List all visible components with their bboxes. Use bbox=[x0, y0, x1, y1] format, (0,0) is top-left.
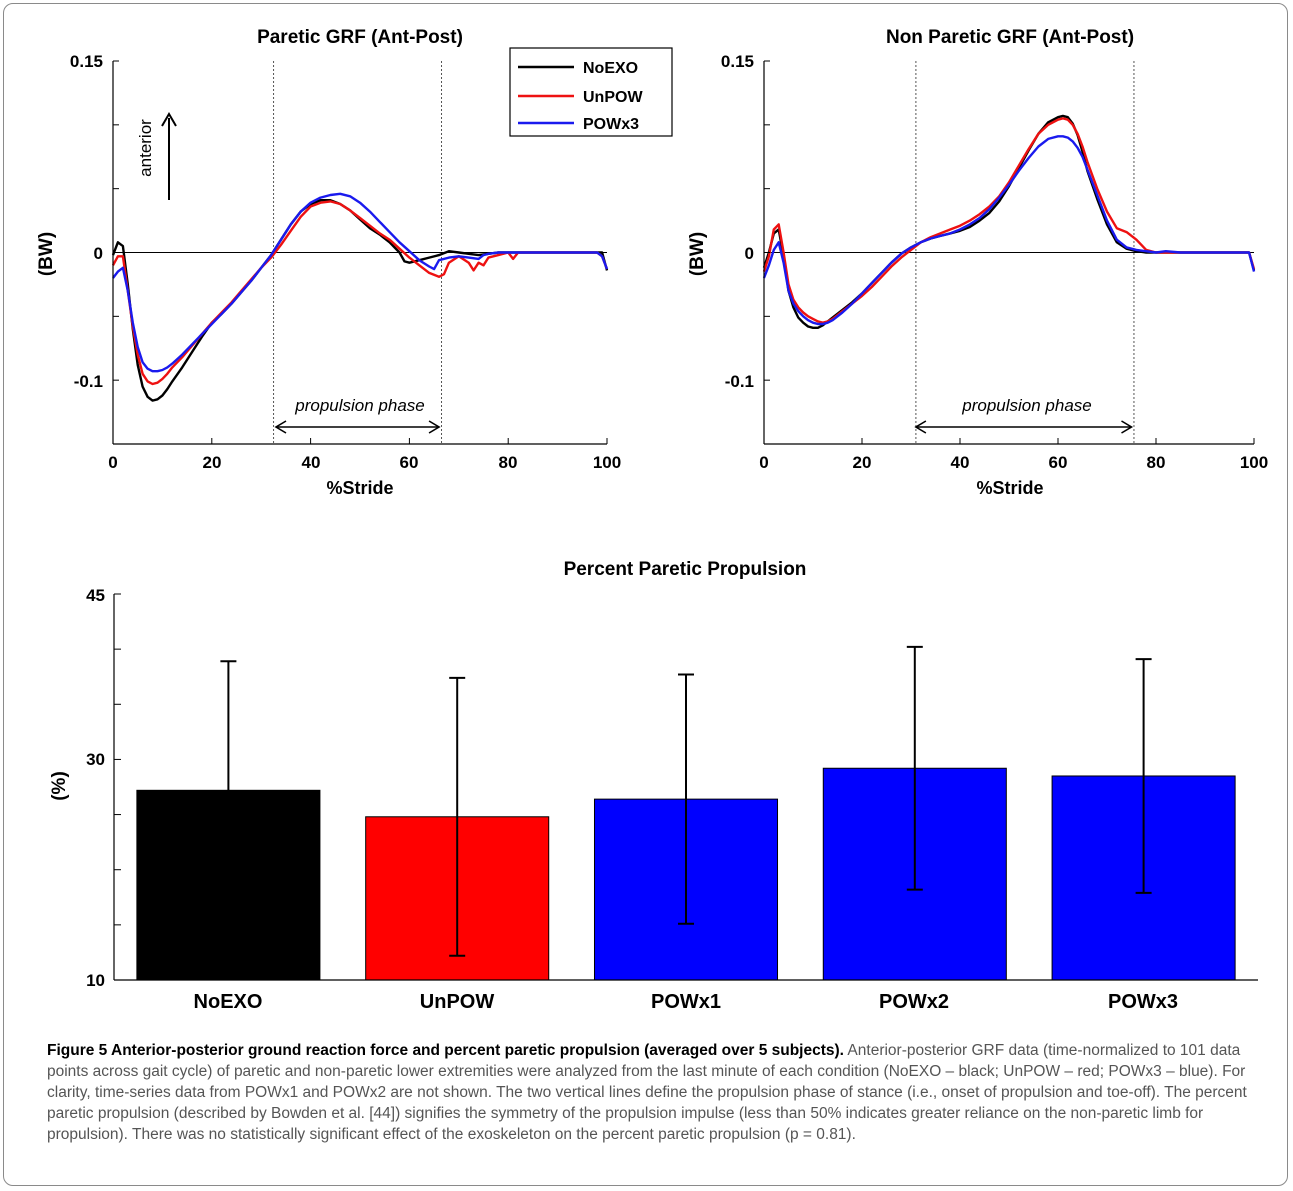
anterior-label: anterior bbox=[136, 119, 155, 177]
bar-category-label-unpow: UnPOW bbox=[420, 991, 495, 1013]
figure-caption: Figure 5 Anterior-posterior ground react… bbox=[47, 1040, 1279, 1145]
bar-chart-title: Percent Paretic Propulsion bbox=[564, 559, 807, 580]
non-paretic-y-axis-label: (BW) bbox=[687, 232, 708, 276]
legend-label-noexo: NoEXO bbox=[583, 60, 638, 77]
paretic-x-tick-label: 100 bbox=[593, 453, 621, 472]
paretic-y-axis-label: (BW) bbox=[36, 232, 57, 276]
paretic-x-tick-label: 40 bbox=[302, 453, 321, 472]
paretic-x-tick-label: 0 bbox=[108, 453, 117, 472]
non-paretic-propulsion-phase-label: propulsion phase bbox=[961, 396, 1091, 415]
non-paretic-x-tick-label: 20 bbox=[853, 453, 872, 472]
bar-category-label-powx3: POWx3 bbox=[1108, 991, 1178, 1013]
non-paretic-x-tick-label: 0 bbox=[759, 453, 768, 472]
percent-paretic-propulsion-panel: Percent Paretic Propulsion (%) 45 30 10 … bbox=[49, 559, 1258, 1013]
paretic-x-tick-label: 80 bbox=[499, 453, 518, 472]
bar-y-tick-label: 30 bbox=[86, 750, 105, 769]
legend-label-powx3: POWx3 bbox=[583, 116, 639, 133]
series-line-noexo bbox=[764, 116, 1254, 328]
series-line-unpow bbox=[764, 118, 1254, 322]
non-paretic-x-tick-label: 80 bbox=[1147, 453, 1166, 472]
bar-plot-layer bbox=[114, 594, 1258, 980]
bar-y-tick-label: 45 bbox=[86, 586, 105, 605]
non-paretic-y-tick-label: -0.1 bbox=[725, 372, 754, 391]
bar-category-label-powx1: POWx1 bbox=[651, 991, 721, 1013]
bar-y-axis-label: (%) bbox=[49, 771, 70, 801]
paretic-chart-title: Paretic GRF (Ant-Post) bbox=[257, 27, 463, 48]
non-paretic-chart-title: Non Paretic GRF (Ant-Post) bbox=[886, 27, 1134, 48]
bar-y-tick-label: 10 bbox=[86, 971, 105, 990]
non-paretic-x-axis-label: %Stride bbox=[976, 478, 1043, 498]
bar-category-label-powx2: POWx2 bbox=[879, 991, 949, 1013]
series-line-powx3 bbox=[764, 136, 1254, 324]
paretic-propulsion-phase-label: propulsion phase bbox=[294, 396, 424, 415]
paretic-x-axis-label: %Stride bbox=[326, 478, 393, 498]
series-line-unpow bbox=[113, 201, 607, 384]
non-paretic-x-tick-label: 100 bbox=[1240, 453, 1268, 472]
paretic-y-tick-label: 0.15 bbox=[70, 52, 103, 71]
paretic-grf-panel: Paretic GRF (Ant-Post) %Stride (BW) 0.15… bbox=[36, 27, 672, 498]
figure-canvas: Paretic GRF (Ant-Post) %Stride (BW) 0.15… bbox=[0, 0, 1293, 1035]
non-paretic-grf-panel: Non Paretic GRF (Ant-Post) %Stride (BW) … bbox=[687, 27, 1268, 498]
legend: NoEXO UnPOW POWx3 bbox=[510, 48, 672, 136]
non-paretic-y-tick-label: 0 bbox=[745, 244, 754, 263]
paretic-x-tick-label: 60 bbox=[400, 453, 419, 472]
paretic-x-tick-label: 20 bbox=[203, 453, 222, 472]
non-paretic-x-tick-label: 40 bbox=[951, 453, 970, 472]
non-paretic-x-tick-label: 60 bbox=[1049, 453, 1068, 472]
non-paretic-y-tick-label: 0.15 bbox=[721, 52, 754, 71]
paretic-y-tick-label: 0 bbox=[94, 244, 103, 263]
bar-category-label-noexo: NoEXO bbox=[194, 991, 263, 1013]
paretic-y-tick-label: -0.1 bbox=[74, 372, 103, 391]
legend-label-unpow: UnPOW bbox=[583, 89, 643, 106]
caption-title: Figure 5 Anterior-posterior ground react… bbox=[47, 1042, 844, 1059]
series-line-noexo bbox=[113, 200, 607, 400]
plot-layer bbox=[764, 61, 1254, 444]
